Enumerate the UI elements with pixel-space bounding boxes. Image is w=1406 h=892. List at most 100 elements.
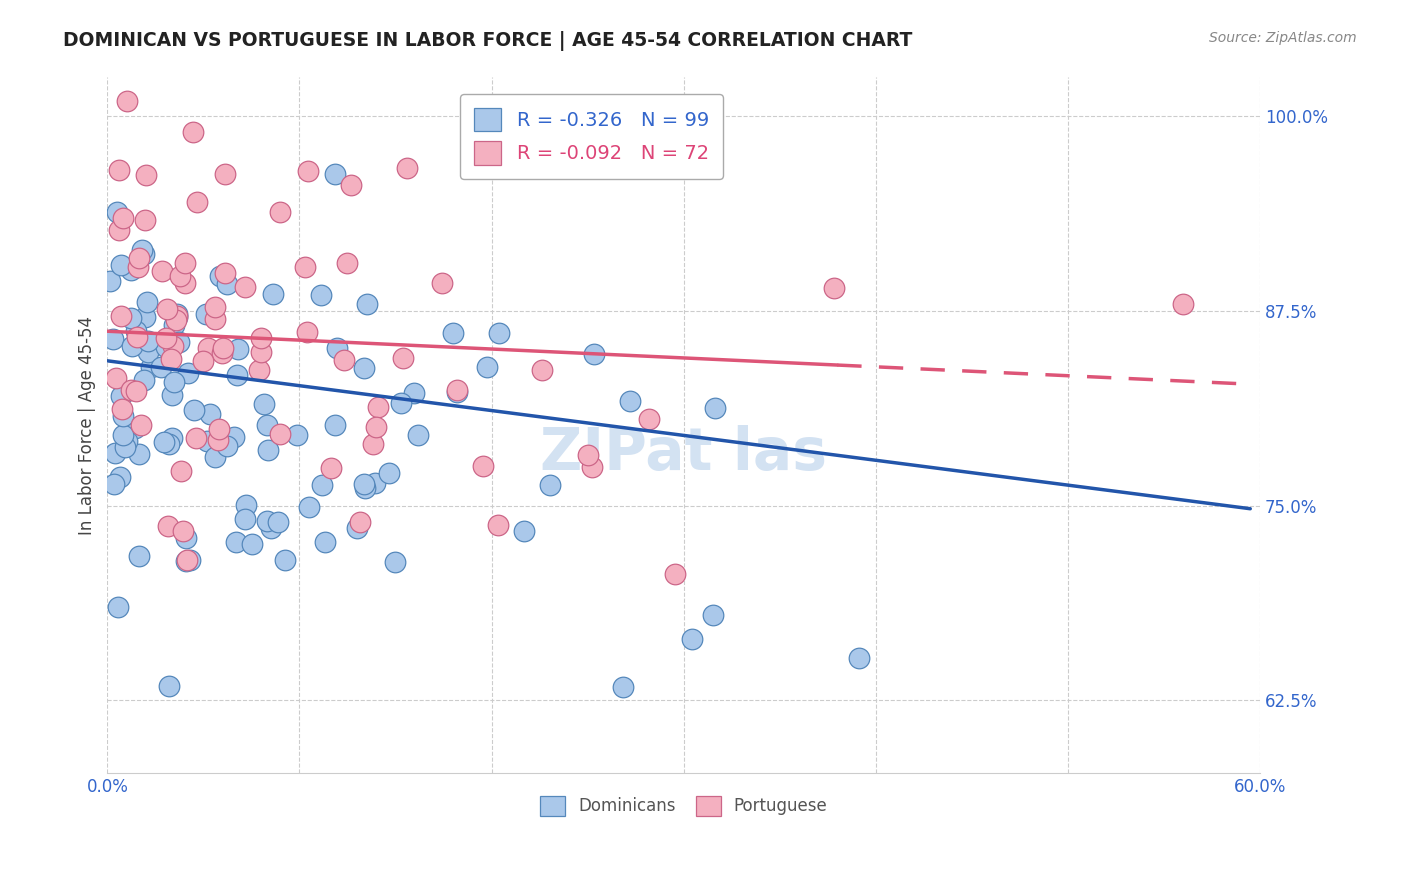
Point (214, 167, 236, 181)
Point (183, 402, 205, 417)
Point (104, 446, 127, 460)
Point (257, 443, 280, 458)
Point (134, 373, 156, 387)
Point (204, 450, 226, 465)
Point (339, 178, 361, 192)
Point (486, 517, 509, 532)
Point (207, 434, 229, 448)
Point (160, 387, 183, 401)
Point (475, 359, 498, 374)
Point (177, 366, 200, 380)
Point (583, 347, 606, 361)
Point (186, 431, 208, 445)
Point (446, 383, 468, 397)
Point (319, 460, 342, 475)
Point (253, 397, 276, 411)
Point (235, 498, 257, 512)
Point (111, 211, 134, 226)
Point (160, 431, 183, 445)
Point (404, 385, 426, 400)
Point (250, 331, 273, 345)
Point (125, 384, 148, 399)
Point (101, 332, 124, 346)
Point (249, 345, 271, 359)
Point (169, 268, 191, 283)
Point (269, 205, 291, 219)
Point (110, 389, 132, 403)
Point (124, 324, 146, 338)
Point (214, 266, 236, 280)
Point (114, 440, 136, 454)
Point (269, 427, 291, 442)
Point (105, 371, 128, 385)
Point (174, 255, 197, 269)
Point (208, 268, 231, 283)
Point (127, 260, 149, 275)
Point (285, 428, 308, 442)
Point (120, 311, 142, 326)
Point (166, 310, 188, 324)
Point (472, 458, 495, 473)
Point (165, 313, 187, 327)
Point (226, 343, 249, 357)
Point (513, 524, 536, 539)
Point (576, 448, 599, 462)
Point (311, 478, 333, 492)
Point (174, 277, 197, 291)
Point (115, 94, 138, 108)
Point (353, 477, 375, 491)
Point (311, 288, 333, 302)
Point (384, 555, 406, 569)
Point (128, 252, 150, 266)
Point (150, 264, 173, 278)
Point (194, 306, 217, 320)
Point (157, 679, 180, 693)
Point (105, 205, 128, 219)
Point (110, 309, 132, 323)
Point (336, 256, 359, 270)
Point (208, 422, 231, 436)
Point (174, 531, 197, 545)
Point (110, 258, 132, 272)
Point (267, 515, 290, 529)
Point (274, 553, 297, 567)
Point (150, 359, 173, 374)
Point (702, 608, 724, 623)
Point (364, 475, 387, 490)
Point (121, 338, 143, 352)
Point (619, 393, 641, 408)
Point (664, 566, 686, 581)
Point (155, 340, 177, 354)
Point (197, 342, 219, 356)
Point (354, 481, 377, 495)
Point (353, 361, 375, 376)
Point (136, 294, 159, 309)
Point (247, 363, 270, 377)
Point (233, 512, 256, 526)
Point (396, 161, 419, 175)
Point (163, 375, 186, 389)
Point (128, 447, 150, 461)
Point (848, 650, 870, 665)
Point (129, 418, 152, 433)
Point (823, 280, 845, 294)
Point (297, 164, 319, 178)
Point (256, 418, 278, 433)
Point (107, 600, 129, 615)
Point (215, 277, 238, 291)
Point (446, 385, 468, 400)
Point (176, 553, 198, 567)
Point (240, 536, 263, 550)
Point (681, 632, 703, 646)
Point (366, 420, 388, 434)
Point (363, 437, 385, 451)
Point (488, 326, 510, 341)
Point (136, 334, 159, 348)
Point (127, 330, 149, 344)
Point (367, 400, 389, 414)
Y-axis label: In Labor Force | Age 45-54: In Labor Force | Age 45-54 (79, 316, 96, 535)
Point (211, 346, 233, 360)
Point (134, 213, 156, 227)
Point (638, 411, 661, 425)
Point (131, 243, 153, 257)
